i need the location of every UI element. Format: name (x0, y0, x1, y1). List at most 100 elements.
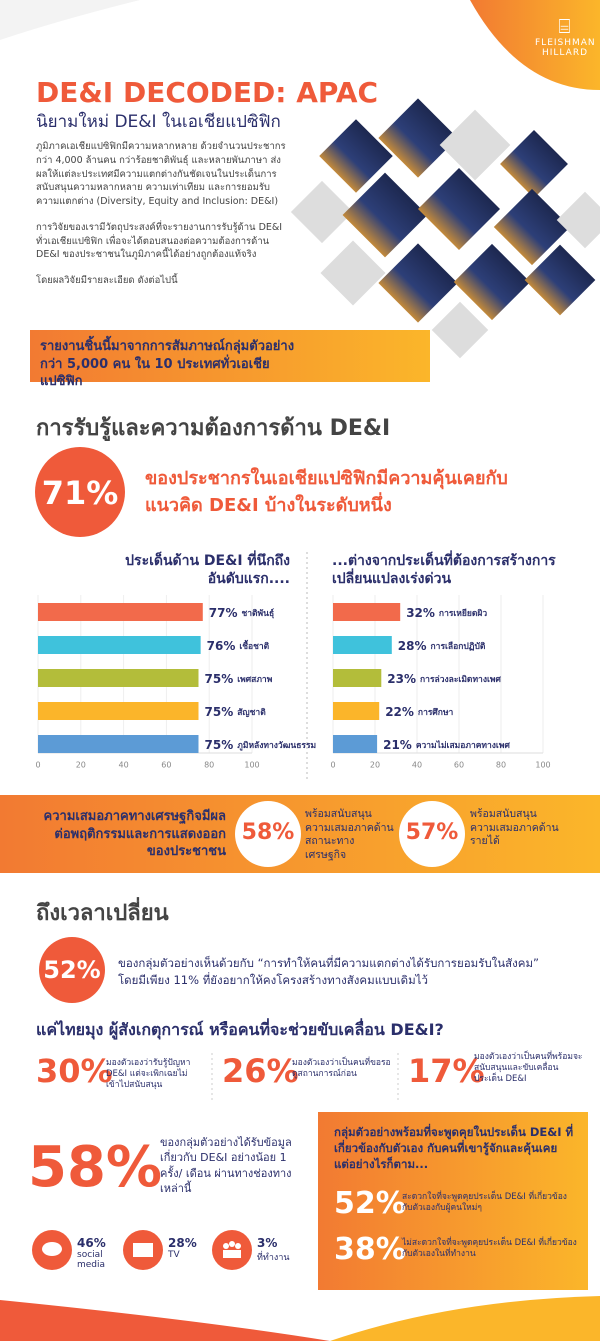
chart-title: ...ต่างจากประเด็นที่ต้องการสร้างการเปลี่… (332, 553, 556, 588)
stat-value: 57% (405, 820, 459, 845)
x-tick-label: 40 (412, 761, 422, 770)
stat-text: ของกลุ่มตัวอย่างได้รับข้อมูลเกี่ยวกับ DE… (160, 1136, 292, 1196)
x-tick-label: 20 (370, 761, 380, 770)
section-title: การรับรู้และความต้องการด้าน DE&I (36, 416, 391, 441)
stat-text: มองตัวเองว่าเป็นคนที่พร้อมจะสนับสนุนและข… (474, 1052, 583, 1085)
stat-circle (39, 937, 105, 1003)
channel-label: ที่ทำงาน (257, 1253, 290, 1263)
stat-value: 30% (36, 1052, 113, 1090)
channel-value: 28% (168, 1236, 197, 1250)
corner-shape (0, 0, 140, 40)
channel: 28% TV (168, 1236, 213, 1260)
intro: ภูมิภาคเอเชียแปซิฟิกมีความหลากหลาย ด้วยจ… (36, 140, 286, 288)
x-tick-label: 60 (454, 761, 464, 770)
bar-label: 21% ความไม่เสมอภาคทางเพศ (383, 738, 510, 752)
chart-title: ประเด็นด้าน DE&I ที่นึกถึงอันดับแรก.... (125, 553, 290, 588)
stat-text: พร้อมสนับสนุนความเสมอภาคด้านรายได้ (470, 808, 559, 848)
paragraph: การวิจัยของเรามีวัตถุประสงค์ที่จะรายงานก… (36, 221, 283, 261)
category-label: ชาติพันธุ์ (242, 608, 275, 619)
icon (32, 1230, 72, 1270)
stat-circle (399, 801, 465, 867)
question: แค่ไทยมุง ผู้สังเกตุการณ์ หรือคนที่จะช่ว… (36, 1020, 444, 1039)
bar-charts: 0 20 40 60 80 100 77% ชาติพันธุ์ 76% เชื้อชาติ 75%… (35, 595, 551, 770)
value-label: 76% (207, 639, 236, 653)
economy-text: ความเสมอภาคทางเศรษฐกิจมีผลต่อพฤติกรรมและ… (43, 809, 226, 860)
x-tick-label: 0 (330, 761, 335, 770)
paragraph: ภูมิภาคเอเชียแปซิฟิกมีความหลากหลาย ด้วยจ… (36, 141, 286, 208)
x-tick-label: 0 (35, 761, 40, 770)
title: DE&I DECODED: APAC (36, 76, 379, 109)
category-label: การล่วงละเมิดทางเพศ (420, 674, 501, 685)
stat-value: 17% (408, 1052, 485, 1090)
footer-shape (330, 1296, 600, 1341)
icon (212, 1230, 252, 1270)
bar (333, 636, 392, 654)
x-tick-label: 40 (119, 761, 129, 770)
paragraph: โดยผลวิจัยมีรายละเอียด ดังต่อไปนี้ (36, 275, 178, 287)
value-label: 77% (209, 606, 238, 620)
section-title: ถึงเวลาเปลี่ยน (36, 901, 169, 926)
channel: 3% ที่ทำงาน (257, 1236, 312, 1264)
x-tick-label: 100 (244, 761, 259, 770)
banner: รายงานชิ้นนี้มาจากการสัมภาษณ์กลุ่มตัวอย่… (40, 339, 295, 390)
stat-value: 52% (334, 1186, 406, 1221)
category-label: การศึกษา (418, 707, 454, 718)
brand-line: HILLARD (542, 48, 588, 58)
stat-circle (235, 801, 301, 867)
stat-value: 58% (241, 820, 295, 845)
category-label: การเลือกปฏิบัติ (431, 641, 486, 652)
bar-label: 22% การศึกษา (385, 705, 453, 719)
bar (333, 702, 380, 720)
value-label: 23% (387, 672, 416, 686)
channel-value: 3% (257, 1236, 278, 1250)
bar-label: 75% ภูมิหลังทางวัฒนธรรม (205, 738, 317, 752)
value-label: 75% (205, 738, 234, 752)
x-tick-label: 80 (204, 761, 214, 770)
bar-label: 32% การเหยียดผิว (406, 606, 487, 620)
category-label: ความไม่เสมอภาคทางเพศ (416, 740, 511, 751)
channel-label: social media (77, 1250, 106, 1270)
banner-bg (30, 330, 430, 382)
bar-label: 75% เพศสภาพ (205, 672, 273, 686)
conversation-box (318, 1112, 588, 1290)
category-label: สัญชาติ (237, 707, 266, 718)
stat-value: 26% (222, 1052, 299, 1090)
channel-value: 46% (77, 1236, 106, 1250)
stat-text: มองตัวเองว่าเป็นคนที่ขอรอดูสถานการณ์ก่อน (292, 1058, 391, 1080)
category-label: การเหยียดผิว (439, 608, 487, 619)
bar (38, 702, 199, 720)
value-label: 21% (383, 738, 412, 752)
photo-collage (290, 98, 600, 359)
value-label: 75% (205, 672, 234, 686)
stat-text: พร้อมสนับสนุนความเสมอภาคด้านสถานะทางเศรษ… (305, 808, 394, 861)
bar (38, 636, 201, 654)
category-label: เชื้อชาติ (239, 639, 269, 652)
bar-label: 76% เชื้อชาติ (207, 639, 270, 653)
channel: 46% social media (77, 1236, 122, 1270)
value-label: 32% (406, 606, 435, 620)
value-label: 22% (385, 705, 414, 719)
x-tick-label: 100 (535, 761, 550, 770)
stat-text: ของประชากรในเอเชียแปซิฟิกมีความคุ้นเคยกั… (145, 468, 508, 516)
logo-mark: ⌸ (558, 14, 572, 38)
bar (38, 603, 203, 621)
bar-label: 23% การล่วงละเมิดทางเพศ (387, 672, 501, 686)
stat-text: ของกลุ่มตัวอย่างเห็นด้วยกับ “การทำให้คนท… (118, 956, 540, 988)
bar (333, 735, 378, 753)
bar (38, 669, 199, 687)
x-tick-label: 60 (161, 761, 171, 770)
stat-value: 38% (334, 1232, 406, 1267)
value-label: 75% (205, 705, 234, 719)
conversation-intro: กลุ่มตัวอย่างพร้อมที่จะพูดคุยในประเด็น D… (334, 1125, 574, 1172)
subtitle: นิยามใหม่ DE&I ในเอเชียแปซิฟิก (36, 112, 281, 132)
channel-label: TV (168, 1250, 180, 1260)
brand-line: FLEISHMAN (535, 38, 596, 48)
stat-text: สะดวกใจที่จะพูดคุยประเด็น DE&I ที่เกี่ยว… (402, 1192, 567, 1214)
bar-label: 28% การเลือกปฏิบัติ (398, 639, 486, 653)
stat-value: 71% (41, 474, 119, 512)
category-label: เพศสภาพ (237, 675, 272, 685)
x-tick-label: 80 (496, 761, 506, 770)
value-label: 28% (398, 639, 427, 653)
